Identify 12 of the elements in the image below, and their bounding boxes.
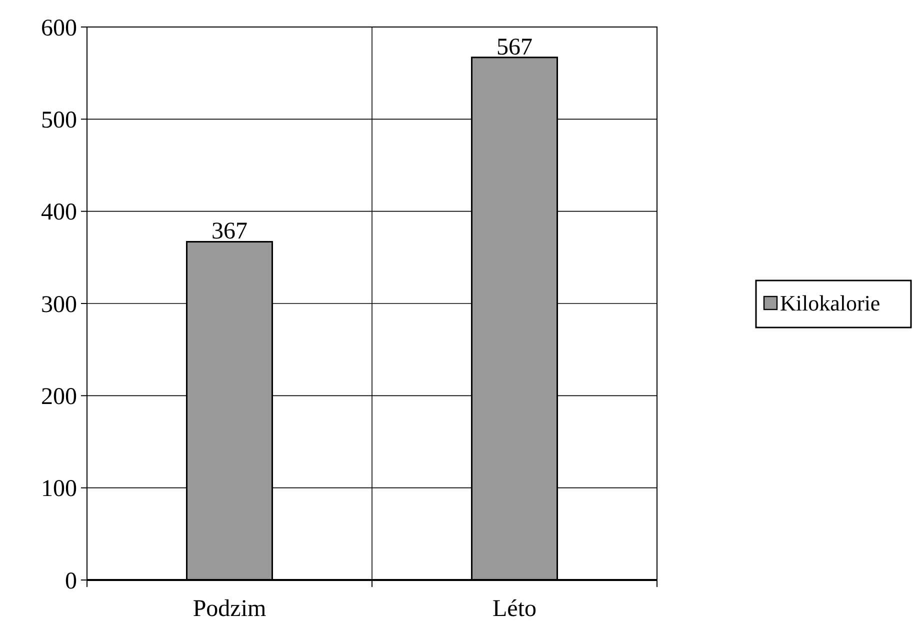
data-label: 367 (212, 218, 248, 245)
data-label: 567 (496, 34, 532, 60)
y-tick-label: 100 (41, 476, 77, 502)
x-tick-label: Léto (492, 596, 536, 622)
y-tick-label: 600 (41, 15, 77, 42)
y-tick-label: 500 (41, 108, 77, 134)
x-tick-label: Podzim (192, 596, 266, 622)
y-tick-label: 200 (41, 384, 77, 410)
y-tick-label: 400 (41, 200, 77, 226)
legend-label: Kilokalorie (780, 290, 880, 316)
y-tick-label: 300 (41, 292, 77, 318)
y-tick-label: 0 (65, 568, 77, 594)
